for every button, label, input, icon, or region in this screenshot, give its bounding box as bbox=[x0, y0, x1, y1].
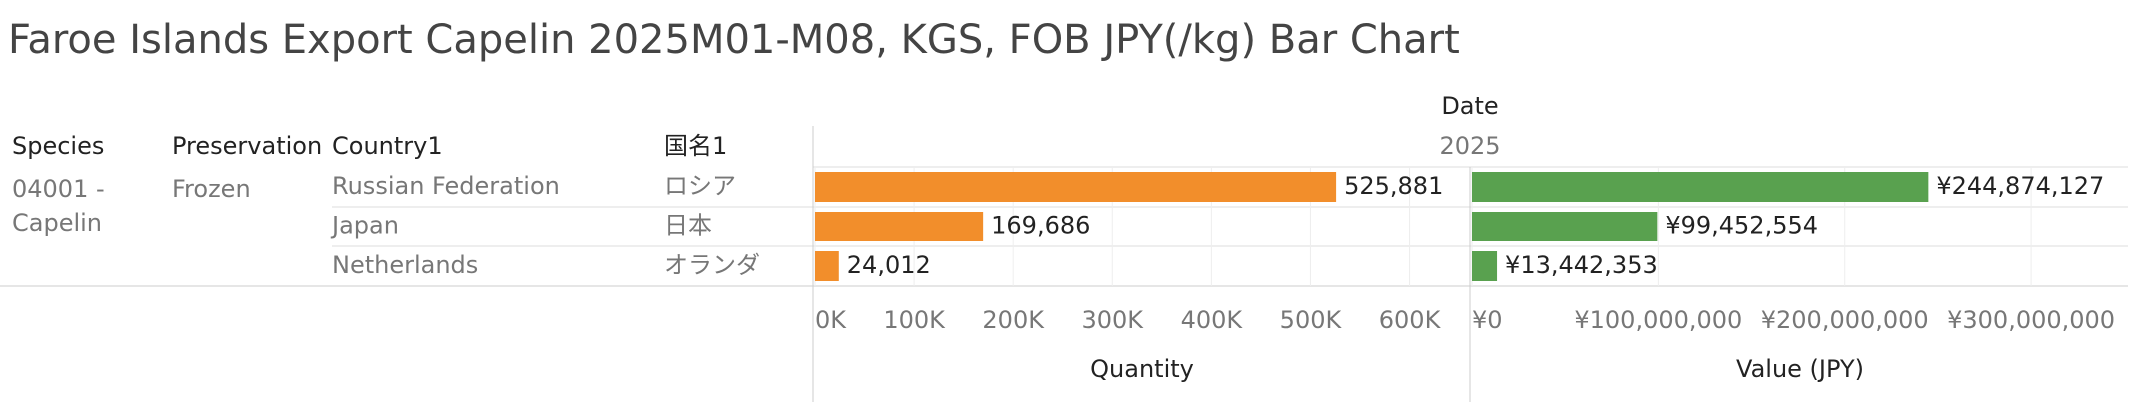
column-header: Country1 bbox=[332, 132, 443, 160]
bar bbox=[815, 212, 984, 241]
value-label: 525,881 bbox=[1344, 172, 1443, 200]
x-axis-title: Value (JPY) bbox=[1736, 355, 1864, 383]
value-label: ¥13,442,353 bbox=[1505, 251, 1658, 279]
chart-title: Faroe Islands Export Capelin 2025M01-M08… bbox=[8, 17, 1460, 63]
column-header: 国名1 bbox=[664, 132, 727, 160]
species-label: 04001 - Capelin bbox=[12, 175, 105, 237]
x-tick-label: ¥100,000,000 bbox=[1574, 306, 1742, 334]
year-label: 2025 bbox=[1439, 132, 1500, 160]
value-label: ¥244,874,127 bbox=[1936, 172, 2104, 200]
x-axis-title: Quantity bbox=[1090, 355, 1194, 383]
x-tick-label: ¥300,000,000 bbox=[1947, 306, 2115, 334]
date-label: Date bbox=[1441, 92, 1498, 120]
x-tick-label: 100K bbox=[883, 306, 946, 334]
bar bbox=[815, 251, 839, 281]
value-label: 24,012 bbox=[847, 251, 931, 279]
bar bbox=[815, 172, 1337, 202]
x-tick-label: 600K bbox=[1379, 306, 1442, 334]
value-label: ¥99,452,554 bbox=[1665, 212, 1818, 240]
x-tick-label: ¥200,000,000 bbox=[1761, 306, 1929, 334]
preservation-label: Frozen bbox=[172, 175, 251, 203]
country-label: Russian Federation bbox=[332, 172, 560, 200]
country-ja-label: 日本 bbox=[664, 212, 712, 240]
value-label: 169,686 bbox=[991, 212, 1090, 240]
column-header: Species bbox=[12, 132, 104, 160]
bar bbox=[1472, 251, 1498, 281]
x-tick-label: 400K bbox=[1181, 306, 1244, 334]
bar bbox=[1472, 172, 1929, 202]
x-tick-label: 500K bbox=[1280, 306, 1343, 334]
x-tick-label: 300K bbox=[1081, 306, 1144, 334]
country-label: Netherlands bbox=[332, 251, 478, 279]
column-header: Preservation bbox=[172, 132, 322, 160]
bar bbox=[1472, 212, 1658, 241]
country-ja-label: オランダ bbox=[664, 251, 760, 279]
country-label: Japan bbox=[330, 212, 399, 240]
country-ja-label: ロシア bbox=[664, 172, 736, 200]
x-tick-label: 0K bbox=[815, 306, 847, 334]
x-tick-label: ¥0 bbox=[1472, 306, 1503, 334]
x-tick-label: 200K bbox=[982, 306, 1045, 334]
